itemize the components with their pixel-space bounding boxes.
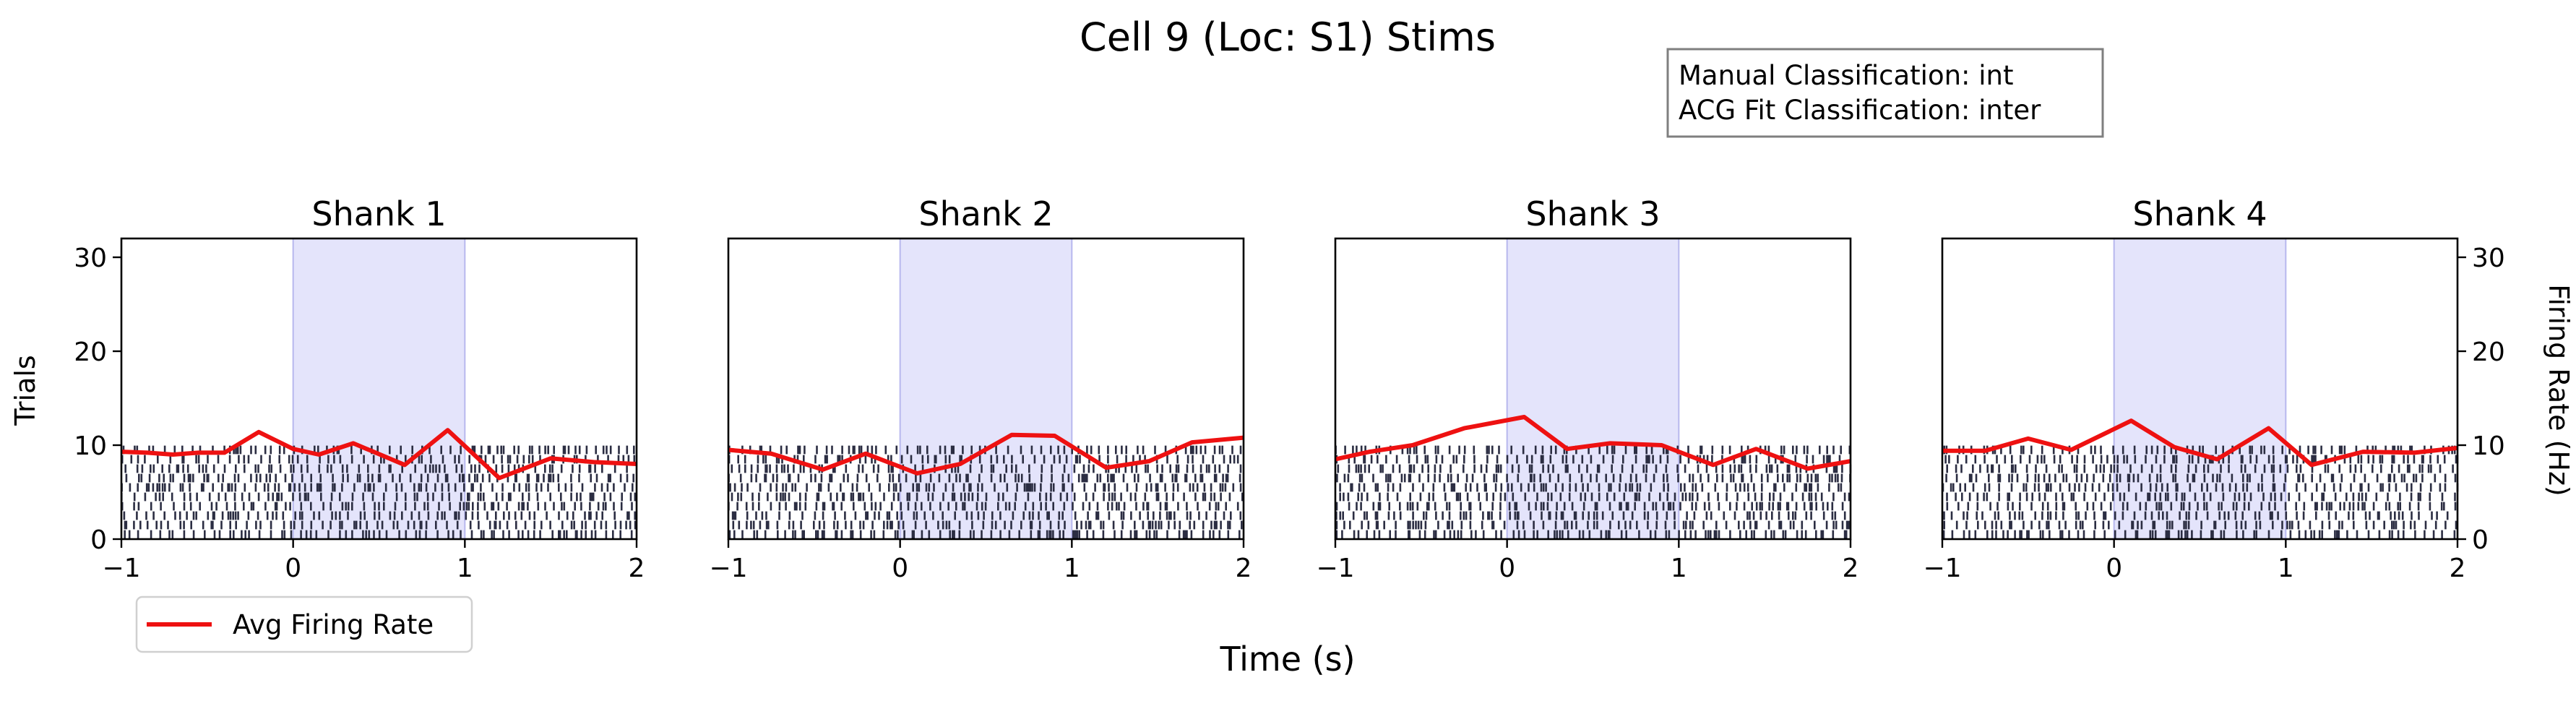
x-tick-label: 0 <box>2106 554 2122 583</box>
x-tick-label: 1 <box>457 554 473 583</box>
raster-trial-row <box>731 492 1244 502</box>
acg-fit-classification-text: ACG Fit Classification: inter <box>1679 95 2041 126</box>
raster-trial-row <box>1946 464 2454 473</box>
raster-trial-row <box>1336 473 1851 483</box>
raster-trial-row <box>732 520 1243 530</box>
axes-frame-shank-3 <box>1334 237 1852 541</box>
x-tick-label: 0 <box>1499 554 1515 583</box>
raster-trial-row <box>1337 464 1852 473</box>
panel-shank-3: Shank 3 −1 0 1 2 <box>1316 194 1858 583</box>
raster-trial-row <box>1335 511 1846 520</box>
raster-trial-row <box>124 530 633 539</box>
firing-rate-line-shank-1 <box>121 428 637 481</box>
raster-trial-row <box>1335 530 1848 539</box>
firing-rate-line-shank-3 <box>1335 415 1851 471</box>
x-tick-label: 2 <box>629 554 645 583</box>
x-tick-label: −1 <box>102 554 140 583</box>
x-tick-label: 0 <box>285 554 301 583</box>
stim-window-shank-4 <box>2113 238 2287 540</box>
stim-window-shank-3 <box>1506 238 1680 540</box>
raster-trial-row <box>124 520 637 530</box>
y-tick-label: 20 <box>2472 337 2505 367</box>
x-tick-label: 2 <box>1236 554 1252 583</box>
raster-trial-row <box>123 511 636 520</box>
y-axis-label-firing-rate: Firing Rate (Hz) <box>2543 284 2575 496</box>
x-tick-label: −1 <box>1923 554 1961 583</box>
x-tick-label: 1 <box>1064 554 1080 583</box>
figure-title: Cell 9 (Loc: S1) Stims <box>1080 14 1496 60</box>
legend-frame <box>135 595 473 653</box>
panel-shank-2: Shank 2 −1 0 1 2 <box>709 194 1252 583</box>
y-tick-label: 10 <box>2472 431 2505 461</box>
firing-rate-line-shank-4 <box>1942 418 2458 468</box>
y-tick-label: 0 <box>90 525 107 555</box>
raster-trial-row <box>1335 520 1850 530</box>
y-tick-label: 30 <box>74 244 107 273</box>
raster-trial-row <box>125 473 634 483</box>
x-tick-label: −1 <box>1316 554 1354 583</box>
info-box: Manual Classification: int ACG Fit Class… <box>1666 48 2104 138</box>
spike-raster-shank-3 <box>1335 445 1852 539</box>
raster-trial-row <box>731 511 1242 520</box>
raster-trial-row <box>1945 473 2457 483</box>
x-tick-label: 0 <box>892 554 908 583</box>
manual-classification-text: Manual Classification: int <box>1679 60 2014 91</box>
raster-trial-row <box>124 464 628 473</box>
raster-trial-row <box>1943 511 2449 520</box>
raster-trial-row <box>1946 492 2456 502</box>
legend: Avg Firing Rate <box>135 595 473 653</box>
firing-rate-line-shank-2 <box>728 432 1244 476</box>
spike-raster-shank-4 <box>1942 445 2459 539</box>
legend-label: Avg Firing Rate <box>233 609 434 640</box>
axes-frame-shank-2 <box>727 237 1245 541</box>
info-box-frame <box>1666 48 2104 138</box>
raster-trial-row <box>1339 492 1851 502</box>
x-tick-label: 1 <box>2278 554 2294 583</box>
y-tick-label: 30 <box>2472 244 2505 273</box>
y-tick-label: 0 <box>2472 525 2489 555</box>
raster-trial-row <box>1339 483 1843 492</box>
x-tick-label: 2 <box>1843 554 1859 583</box>
raster-trial-row <box>1943 520 2457 530</box>
panel-title-shank-2: Shank 2 <box>918 194 1053 233</box>
raster-trial-row <box>1335 502 1844 511</box>
y-axis-label-trials: Trials <box>9 355 41 426</box>
raster-trial-row <box>1946 502 2457 511</box>
axes-frame-shank-4 <box>1941 237 2459 541</box>
raster-trial-row <box>728 530 1241 539</box>
x-tick-label: 2 <box>2450 554 2466 583</box>
axes-frame-shank-1 <box>120 237 638 541</box>
panel-title-shank-1: Shank 1 <box>311 194 446 233</box>
x-axis-label: Time (s) <box>1219 640 1355 679</box>
raster-trial-row <box>1942 530 2456 539</box>
panel-title-shank-3: Shank 3 <box>1525 194 1660 233</box>
x-tick-label: 1 <box>1671 554 1687 583</box>
raster-trial-row <box>729 483 1242 492</box>
stim-window-shank-1 <box>292 238 466 540</box>
y-tick-label: 10 <box>74 431 107 461</box>
y-tick-label: 20 <box>74 337 107 367</box>
x-tick-label: −1 <box>709 554 747 583</box>
panel-title-shank-4: Shank 4 <box>2132 194 2267 233</box>
